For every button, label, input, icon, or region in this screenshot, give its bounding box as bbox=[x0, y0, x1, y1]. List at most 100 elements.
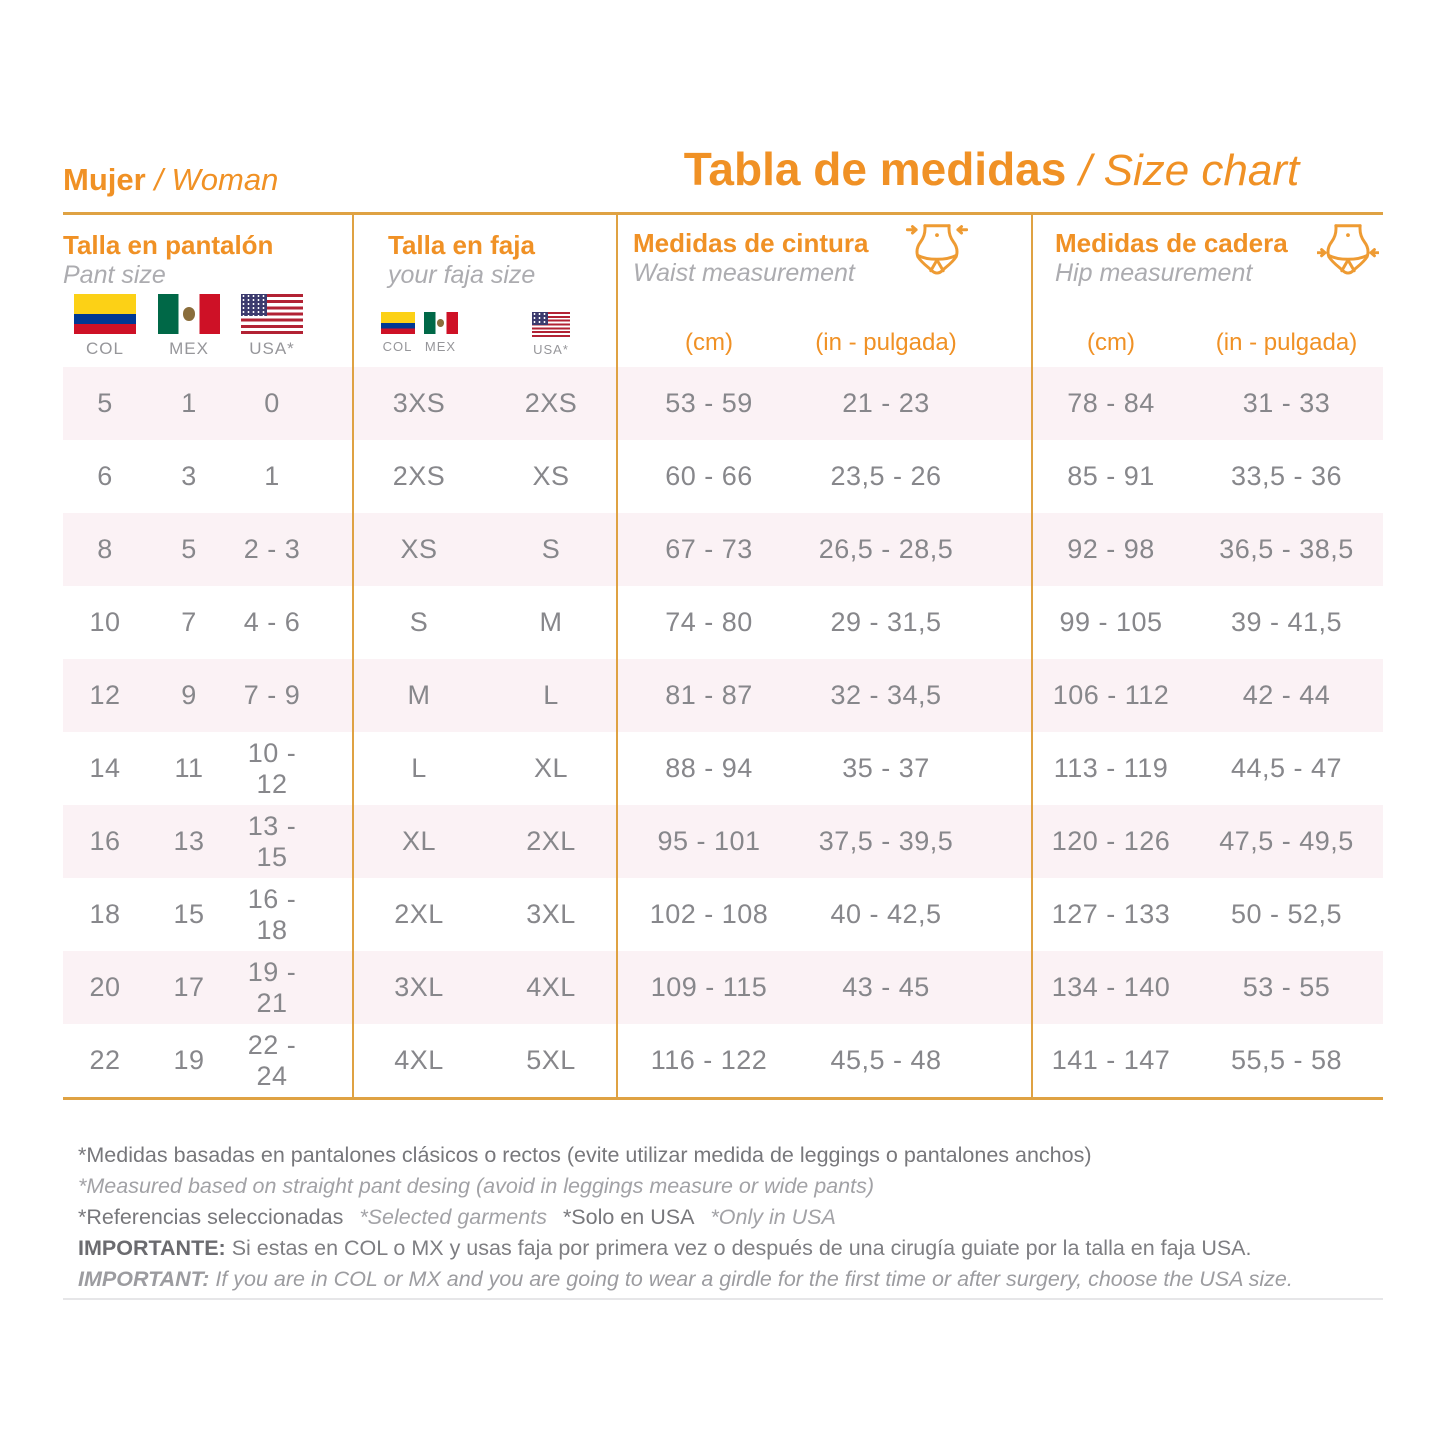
table-cell: L bbox=[543, 680, 559, 710]
table-cell: 106 - 112 bbox=[1052, 680, 1170, 710]
table-row: 18 15 16 - 18 2XL 3XL 102 - 108 40 - 42,5 127 -… bbox=[63, 878, 1383, 951]
section-title-woman: Mujer / Woman bbox=[63, 162, 278, 198]
table-cell: 16 bbox=[89, 826, 121, 856]
waist-subtitle: Waist measurement bbox=[633, 258, 855, 287]
bottom-divider bbox=[63, 1298, 1383, 1300]
table-row: 14 11 10 - 12 L XL 88 - 94 35 - 37 113 - 119 44,… bbox=[63, 732, 1383, 805]
table-cell: 29 - 31,5 bbox=[830, 607, 942, 637]
table-row: 8 5 2 - 3 XS S 67 - 73 26,5 - 28,5 92 - 98 36,5 … bbox=[63, 513, 1383, 586]
column-divider bbox=[616, 215, 618, 1097]
table-cell: 81 - 87 bbox=[665, 680, 753, 710]
pant-size-title: Talla en pantalón bbox=[63, 230, 274, 260]
table-cell: 4XL bbox=[526, 972, 576, 1002]
table-cell: 1 bbox=[181, 388, 197, 418]
table-cell: 3XL bbox=[526, 899, 576, 929]
table-cell: 33,5 - 36 bbox=[1230, 461, 1343, 491]
table-cell: 13 bbox=[173, 826, 205, 856]
footnotes: *Medidas basadas en pantalones clásicos … bbox=[78, 1140, 1388, 1295]
table-cell: 40 - 42,5 bbox=[830, 899, 942, 929]
table-cell: 43 - 45 bbox=[842, 972, 930, 1002]
pant-flag-col: COL bbox=[63, 294, 147, 359]
table-cell: 7 bbox=[181, 607, 197, 637]
table-cell: 78 - 84 bbox=[1067, 388, 1155, 418]
table-cell: 22 bbox=[89, 1045, 121, 1075]
hip-in-label: (in - pulgada) bbox=[1215, 329, 1358, 356]
table-cell: XL bbox=[533, 753, 569, 783]
footnote-line-3a: *Referencias seleccionadas bbox=[78, 1205, 344, 1229]
table-cell: 99 - 105 bbox=[1059, 607, 1163, 637]
faja-flag-col: COL bbox=[380, 312, 415, 354]
table-cell: 0 bbox=[264, 388, 280, 418]
table-row: 20 17 19 - 21 3XL 4XL 109 - 115 43 - 45 134 - 1… bbox=[63, 951, 1383, 1024]
table-cell: XL bbox=[401, 826, 437, 856]
flag-label: COL bbox=[86, 339, 124, 358]
table-row: 5 1 0 3XS 2XS 53 - 59 21 - 23 78 - 84 31 - 33 bbox=[63, 367, 1383, 440]
table-cell: 55,5 - 58 bbox=[1230, 1045, 1343, 1075]
table-cell: 14 bbox=[89, 753, 121, 783]
footnote-line-3: *Referencias seleccionadas *Selected gar… bbox=[78, 1202, 1388, 1233]
table-cell: 50 - 52,5 bbox=[1230, 899, 1343, 929]
table-cell: XS bbox=[532, 461, 570, 491]
size-table-rows: 5 1 0 3XS 2XS 53 - 59 21 - 23 78 - 84 31 - 33 6 3 1… bbox=[63, 367, 1383, 1097]
table-cell: 2XS bbox=[392, 461, 446, 491]
table-cell: 109 - 115 bbox=[650, 972, 768, 1002]
header-faja-size: Talla en faja your faja size COL MEX USA… bbox=[353, 215, 617, 367]
flag-label: USA* bbox=[533, 342, 569, 357]
table-cell: 3XS bbox=[392, 388, 446, 418]
table-cell: 31 - 33 bbox=[1242, 388, 1331, 418]
table-cell: 45,5 - 48 bbox=[830, 1045, 942, 1075]
footnote-line-3b: *Selected garments bbox=[359, 1205, 547, 1229]
table-cell: 47,5 - 49,5 bbox=[1219, 826, 1354, 856]
table-cell: 10 - 12 bbox=[247, 737, 297, 799]
page-title: Tabla de medidas / Size chart bbox=[600, 142, 1383, 196]
header-pant-size: Talla en pantalón Pant size COL MEX USA* bbox=[63, 215, 353, 367]
pant-flag-usa: USA* bbox=[231, 294, 313, 359]
mexico-flag-icon bbox=[423, 312, 458, 334]
table-cell: 88 - 94 bbox=[665, 753, 753, 783]
waist-title: Medidas de cintura bbox=[633, 228, 869, 258]
usa-flag-icon bbox=[532, 312, 570, 337]
footnote-line-3d: *Only in USA bbox=[710, 1205, 836, 1229]
table-cell: 16 - 18 bbox=[247, 883, 297, 945]
table-row: 12 9 7 - 9 M L 81 - 87 32 - 34,5 106 - 112 42 - … bbox=[63, 659, 1383, 732]
faja-flag-usa: USA* bbox=[485, 312, 617, 357]
hip-units-row: (cm) (in - pulgada) bbox=[1032, 329, 1383, 357]
table-cell: 37,5 - 39,5 bbox=[818, 826, 954, 856]
table-cell: 17 bbox=[173, 972, 205, 1002]
table-cell: 26,5 - 28,5 bbox=[818, 534, 954, 564]
table-cell: 9 bbox=[181, 680, 197, 710]
footnote-line-4: IMPORTANTE: Si estas en COL o MX y usas … bbox=[78, 1233, 1388, 1264]
table-cell: S bbox=[409, 607, 429, 637]
footnote-important-text: If you are in COL or MX and you are goin… bbox=[215, 1267, 1293, 1291]
header-waist: Medidas de cintura Waist measurement (cm… bbox=[617, 215, 1032, 367]
faja-flag-mex: MEX bbox=[423, 312, 458, 354]
flag-label: MEX bbox=[169, 339, 209, 358]
hip-cm-label: (cm) bbox=[1087, 329, 1135, 356]
table-header: Talla en pantalón Pant size COL MEX USA* bbox=[63, 215, 1383, 367]
table-cell: 120 - 126 bbox=[1051, 826, 1171, 856]
page-title-italic: / Size chart bbox=[1079, 146, 1300, 195]
table-cell: 113 - 119 bbox=[1053, 753, 1169, 783]
table-cell: 13 - 15 bbox=[247, 810, 297, 872]
hip-title: Medidas de cadera bbox=[1055, 228, 1288, 258]
table-cell: 2 - 3 bbox=[243, 534, 301, 564]
flag-label: MEX bbox=[424, 339, 457, 354]
table-cell: 18 bbox=[89, 899, 121, 929]
table-cell: 2XS bbox=[524, 388, 578, 418]
table-cell: S bbox=[541, 534, 561, 564]
table-cell: 12 bbox=[89, 680, 121, 710]
table-cell: 19 - 21 bbox=[247, 956, 297, 1018]
waist-in-label: (in - pulgada) bbox=[815, 329, 957, 356]
mexico-flag-icon bbox=[158, 294, 220, 334]
table-cell: 19 bbox=[173, 1045, 205, 1075]
table-cell: 53 - 55 bbox=[1242, 972, 1331, 1002]
table-cell: 7 - 9 bbox=[243, 680, 301, 710]
pant-flag-mex: MEX bbox=[147, 294, 231, 359]
table-cell: 36,5 - 38,5 bbox=[1219, 534, 1354, 564]
faja-flags-col-mex: COL MEX bbox=[353, 312, 485, 357]
table-cell: L bbox=[411, 753, 427, 783]
table-row: 10 7 4 - 6 S M 74 - 80 29 - 31,5 99 - 105 39 - 4… bbox=[63, 586, 1383, 659]
table-row: 22 19 22 - 24 4XL 5XL 116 - 122 45,5 - 48 141 -… bbox=[63, 1024, 1383, 1097]
flag-label: COL bbox=[382, 339, 413, 354]
table-cell: 102 - 108 bbox=[649, 899, 769, 929]
